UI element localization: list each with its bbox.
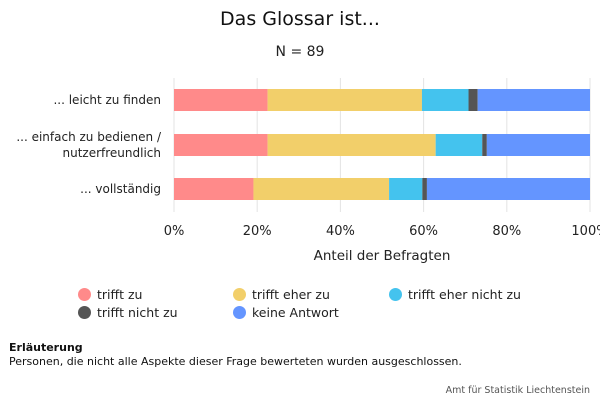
legend-swatch (78, 306, 91, 319)
bar-segment (477, 89, 590, 111)
bar-segment (267, 89, 422, 111)
legend-item: keine Antwort (233, 305, 339, 320)
bar-segment (267, 134, 436, 156)
legend-label: trifft eher nicht zu (408, 287, 521, 302)
bar-segment (422, 178, 427, 200)
bar-segment (486, 134, 590, 156)
bar-segment (174, 178, 254, 200)
legend-label: trifft eher zu (252, 287, 330, 302)
legend-item: trifft zu (78, 287, 142, 302)
note-heading: Erläuterung (9, 341, 83, 354)
category-label: ... leicht zu finden (53, 93, 161, 107)
bar-segment (435, 134, 483, 156)
bar-segment (426, 178, 590, 200)
legend-item: trifft nicht zu (78, 305, 178, 320)
note-text: Personen, die nicht alle Aspekte dieser … (9, 355, 462, 368)
legend-label: trifft zu (97, 287, 143, 302)
legend-item: trifft eher zu (233, 287, 330, 302)
category-label: nutzerfreundlich (62, 146, 161, 160)
bar-segment (468, 89, 478, 111)
stacked-bar-chart: 0% 20% 40% 60% 80% 100% Anteil der Befragten..… (16, 78, 600, 264)
chart-subtitle: N = 89 (275, 44, 325, 60)
bar-segment (389, 178, 423, 200)
chart-title: Das Glossar ist... (220, 8, 380, 30)
x-tick-label: 60% (409, 224, 438, 239)
bar-segment (253, 178, 390, 200)
x-axis-title: Anteil der Befragten (314, 248, 451, 264)
x-tick-label: 0% (164, 224, 185, 239)
bar-segment (174, 134, 268, 156)
legend-item: trifft eher nicht zu (389, 287, 521, 302)
legend-swatch (233, 288, 246, 301)
category-label: ... vollständig (80, 182, 161, 196)
bar-segment (174, 89, 268, 111)
bar-segment (482, 134, 487, 156)
x-tick-label: 80% (492, 224, 521, 239)
source-credit: Amt für Statistik Liechtenstein (445, 385, 590, 396)
legend-swatch (233, 306, 246, 319)
legend-swatch (389, 288, 402, 301)
bar-segment (421, 89, 469, 111)
legend-swatch (78, 288, 91, 301)
legend-label: trifft nicht zu (97, 305, 178, 320)
legend-label: keine Antwort (252, 305, 339, 320)
category-label: ... einfach zu bedienen / (16, 130, 162, 144)
x-tick-label: 20% (243, 224, 272, 239)
x-tick-label: 40% (326, 224, 355, 239)
x-tick-label: 100% (571, 224, 600, 239)
